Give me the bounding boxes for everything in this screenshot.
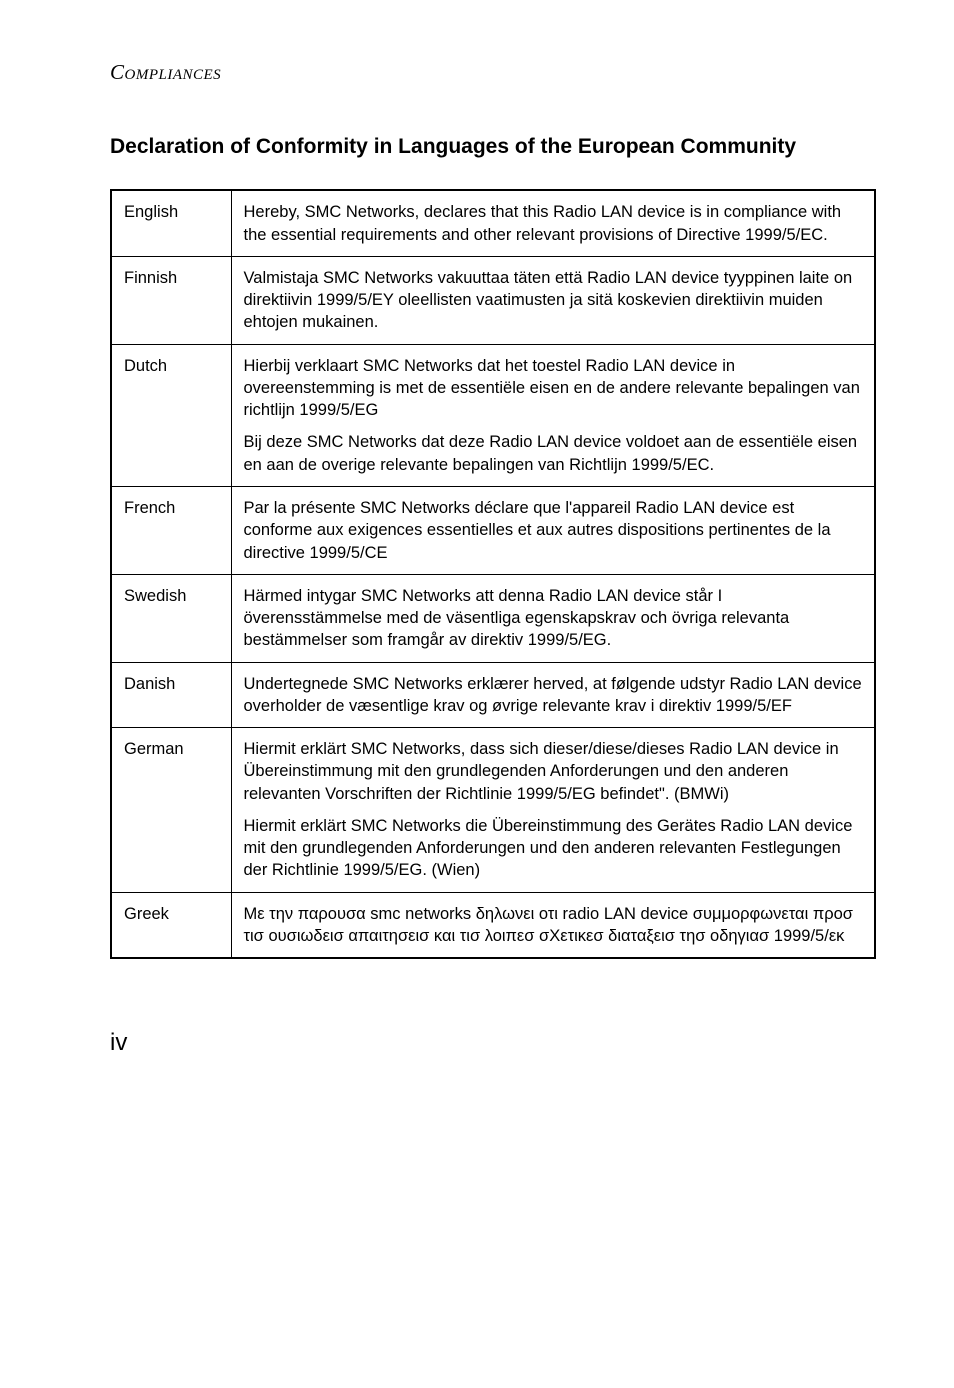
declaration-paragraph: Bij deze SMC Networks dat deze Radio LAN… <box>244 431 863 476</box>
language-cell: Swedish <box>111 574 231 662</box>
declaration-cell: Με την παρουσα smc networks δηλωνει οτι … <box>231 892 875 958</box>
declaration-cell: Par la présente SMC Networks déclare que… <box>231 487 875 575</box>
language-cell: Dutch <box>111 344 231 486</box>
declaration-cell: Hierbij verklaart SMC Networks dat het t… <box>231 344 875 486</box>
language-cell: Greek <box>111 892 231 958</box>
table-row: SwedishHärmed intygar SMC Networks att d… <box>111 574 875 662</box>
running-header: Compliances <box>110 60 876 85</box>
declaration-cell: Härmed intygar SMC Networks att denna Ra… <box>231 574 875 662</box>
table-row: English Hereby, SMC Networks, declares th… <box>111 190 875 256</box>
section-title: Declaration of Conformity in Languages o… <box>110 133 876 161</box>
declaration-cell: Hereby, SMC Networks, declares that this… <box>231 190 875 256</box>
conformity-table-body: English Hereby, SMC Networks, declares th… <box>111 190 875 958</box>
page-container: Compliances Declaration of Conformity in… <box>0 0 954 1107</box>
table-row: Danish Undertegnede SMC Networks erklærer… <box>111 662 875 728</box>
declaration-paragraph: Par la présente SMC Networks déclare que… <box>244 497 863 564</box>
declaration-paragraph: Hiermit erklärt SMC Networks, dass sich … <box>244 738 863 805</box>
language-cell: French <box>111 487 231 575</box>
table-row: FinnishValmistaja SMC Networks vakuuttaa… <box>111 256 875 344</box>
language-cell: Danish <box>111 662 231 728</box>
language-cell: English <box>111 190 231 256</box>
table-row: Greek Με την παρουσα smc networks δηλωνει… <box>111 892 875 958</box>
declaration-paragraph: Härmed intygar SMC Networks att denna Ra… <box>244 585 863 652</box>
declaration-paragraph: Undertegnede SMC Networks erklærer herve… <box>244 673 863 718</box>
declaration-paragraph: Με την παρουσα smc networks δηλωνει οτι … <box>244 903 863 948</box>
declaration-cell: Undertegnede SMC Networks erklærer herve… <box>231 662 875 728</box>
page-number: iv <box>110 1029 876 1057</box>
table-row: DutchHierbij verklaart SMC Networks dat … <box>111 344 875 486</box>
table-row: GermanHiermit erklärt SMC Networks, dass… <box>111 728 875 893</box>
conformity-table: English Hereby, SMC Networks, declares th… <box>110 189 876 959</box>
declaration-paragraph: Hierbij verklaart SMC Networks dat het t… <box>244 355 863 422</box>
language-cell: German <box>111 728 231 893</box>
declaration-paragraph: Hiermit erklärt SMC Networks die Überein… <box>244 815 863 882</box>
declaration-paragraph: Valmistaja SMC Networks vakuuttaa täten … <box>244 267 863 334</box>
table-row: FrenchPar la présente SMC Networks décla… <box>111 487 875 575</box>
declaration-cell: Valmistaja SMC Networks vakuuttaa täten … <box>231 256 875 344</box>
declaration-cell: Hiermit erklärt SMC Networks, dass sich … <box>231 728 875 893</box>
declaration-paragraph: Hereby, SMC Networks, declares that this… <box>244 201 863 246</box>
language-cell: Finnish <box>111 256 231 344</box>
